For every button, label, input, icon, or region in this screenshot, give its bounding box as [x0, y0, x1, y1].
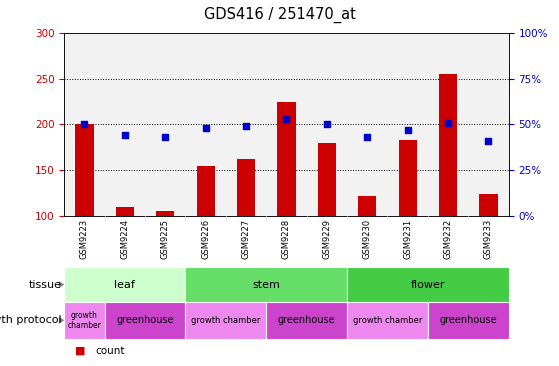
- Text: GSM9231: GSM9231: [403, 219, 412, 259]
- Bar: [266, 302, 347, 339]
- Point: [241, 123, 250, 129]
- Text: GSM9230: GSM9230: [363, 219, 372, 259]
- Text: ■: ■: [75, 346, 86, 356]
- Text: growth chamber: growth chamber: [353, 316, 422, 325]
- Bar: [197, 165, 215, 216]
- Text: GSM9232: GSM9232: [444, 219, 453, 259]
- Text: GSM9227: GSM9227: [241, 219, 250, 259]
- Bar: [64, 302, 105, 339]
- Point: [120, 132, 129, 138]
- Bar: [186, 302, 266, 339]
- Text: leaf: leaf: [115, 280, 135, 290]
- Point: [282, 116, 291, 122]
- Bar: [347, 302, 428, 339]
- Point: [363, 134, 372, 140]
- Bar: [64, 267, 186, 302]
- Bar: [439, 74, 457, 216]
- Point: [484, 138, 493, 144]
- Text: GSM9226: GSM9226: [201, 219, 210, 259]
- Point: [444, 120, 453, 126]
- Text: greenhouse: greenhouse: [116, 315, 174, 325]
- Bar: [318, 143, 336, 216]
- Text: growth protocol: growth protocol: [0, 315, 61, 325]
- Bar: [347, 267, 509, 302]
- Point: [323, 122, 331, 127]
- Point: [80, 122, 89, 127]
- Point: [403, 127, 412, 133]
- Bar: [428, 302, 509, 339]
- Text: GSM9223: GSM9223: [80, 219, 89, 259]
- Bar: [116, 207, 134, 216]
- Point: [161, 134, 170, 140]
- Text: growth
chamber: growth chamber: [68, 310, 101, 330]
- Text: GSM9225: GSM9225: [161, 219, 170, 258]
- Text: flower: flower: [411, 280, 445, 290]
- Text: greenhouse: greenhouse: [439, 315, 497, 325]
- Bar: [105, 302, 186, 339]
- Text: GDS416 / 251470_at: GDS416 / 251470_at: [203, 7, 356, 23]
- Bar: [358, 196, 376, 216]
- Bar: [156, 212, 174, 216]
- Point: [201, 125, 210, 131]
- Text: GSM9229: GSM9229: [323, 219, 331, 258]
- Bar: [237, 159, 255, 216]
- Bar: [186, 267, 347, 302]
- Bar: [399, 140, 417, 216]
- Bar: [75, 124, 93, 216]
- Bar: [480, 194, 498, 216]
- Bar: [277, 101, 296, 216]
- Text: GSM9228: GSM9228: [282, 219, 291, 259]
- Text: GSM9233: GSM9233: [484, 219, 493, 259]
- Text: tissue: tissue: [29, 280, 61, 290]
- Text: GSM9224: GSM9224: [120, 219, 129, 258]
- Text: greenhouse: greenhouse: [278, 315, 335, 325]
- Text: growth chamber: growth chamber: [191, 316, 260, 325]
- Text: count: count: [95, 346, 125, 356]
- Text: stem: stem: [252, 280, 280, 290]
